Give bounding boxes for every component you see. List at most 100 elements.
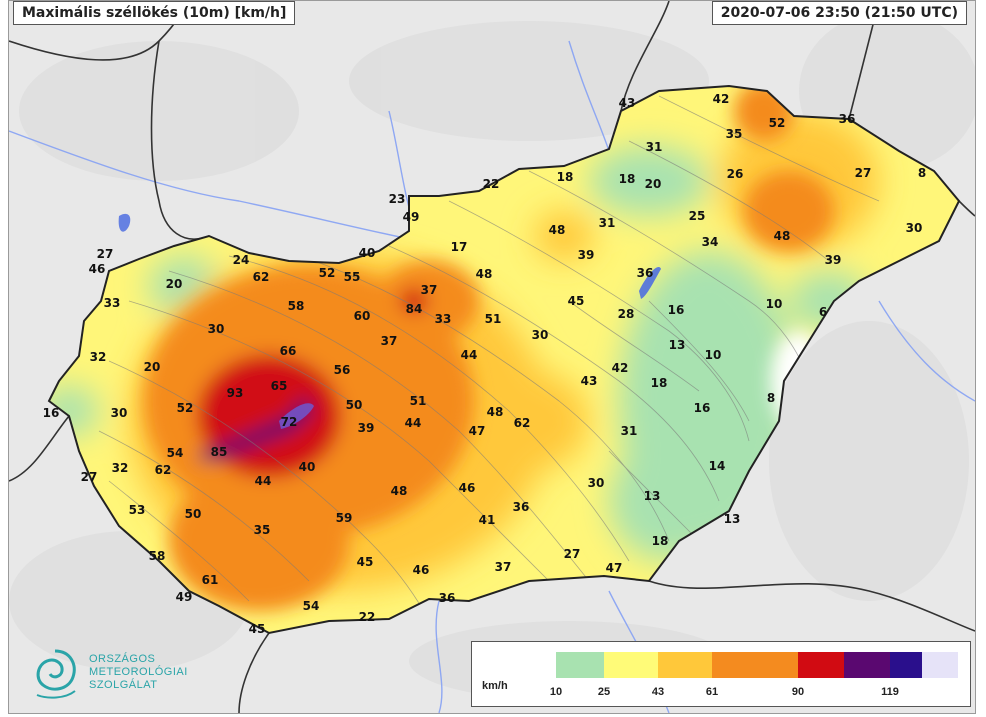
station-value: 46 bbox=[88, 262, 106, 276]
station-value: 84 bbox=[405, 302, 423, 316]
station-value: 8 bbox=[766, 391, 776, 405]
station-value: 47 bbox=[605, 561, 623, 575]
station-value: 13 bbox=[643, 489, 661, 503]
legend-color-segment bbox=[528, 652, 556, 678]
station-value: 18 bbox=[651, 534, 669, 548]
station-value: 56 bbox=[333, 363, 351, 377]
station-value: 54 bbox=[302, 599, 320, 613]
legend-color-segment bbox=[658, 652, 712, 678]
station-value: 48 bbox=[773, 229, 791, 243]
legend-color-segment bbox=[556, 652, 604, 678]
station-value: 66 bbox=[279, 344, 297, 358]
station-value: 24 bbox=[232, 253, 250, 267]
station-value: 72 bbox=[280, 415, 298, 429]
station-value: 30 bbox=[531, 328, 549, 342]
station-value: 18 bbox=[650, 376, 668, 390]
station-value: 42 bbox=[611, 361, 629, 375]
legend-color-segment bbox=[604, 652, 658, 678]
station-value: 53 bbox=[128, 503, 146, 517]
station-value: 16 bbox=[667, 303, 685, 317]
station-value: 42 bbox=[712, 92, 730, 106]
station-value: 93 bbox=[226, 386, 244, 400]
station-value: 44 bbox=[254, 474, 272, 488]
station-value: 37 bbox=[420, 283, 438, 297]
station-value: 35 bbox=[253, 523, 271, 537]
station-value: 13 bbox=[668, 338, 686, 352]
station-value: 26 bbox=[726, 167, 744, 181]
station-value: 27 bbox=[854, 166, 872, 180]
legend-color-segment bbox=[712, 652, 798, 678]
station-value: 85 bbox=[210, 445, 228, 459]
station-value: 33 bbox=[434, 312, 452, 326]
station-value: 54 bbox=[166, 446, 184, 460]
color-legend: km/h 10 25 43 61 90 119 bbox=[471, 641, 971, 707]
legend-color-segment bbox=[798, 652, 844, 678]
station-value: 32 bbox=[89, 350, 107, 364]
station-value: 22 bbox=[482, 177, 500, 191]
spiral-logo-icon bbox=[36, 649, 76, 699]
station-value: 52 bbox=[318, 266, 336, 280]
omsz-logo: ORSZÁGOS METEOROLÓGIAI SZOLGÁLAT bbox=[27, 641, 227, 707]
station-value: 22 bbox=[358, 610, 376, 624]
station-value: 43 bbox=[618, 96, 636, 110]
station-value: 34 bbox=[701, 235, 719, 249]
station-value: 10 bbox=[704, 348, 722, 362]
station-value: 32 bbox=[111, 461, 129, 475]
station-value: 31 bbox=[598, 216, 616, 230]
station-value: 46 bbox=[412, 563, 430, 577]
station-value: 36 bbox=[636, 266, 654, 280]
station-value: 40 bbox=[298, 460, 316, 474]
station-value: 51 bbox=[409, 394, 427, 408]
station-value: 61 bbox=[201, 573, 219, 587]
station-value: 27 bbox=[80, 470, 98, 484]
station-value: 20 bbox=[644, 177, 662, 191]
station-value: 48 bbox=[548, 223, 566, 237]
legend-tick: 119 bbox=[881, 686, 899, 698]
station-value: 45 bbox=[248, 622, 266, 636]
station-value: 31 bbox=[645, 140, 663, 154]
legend-color-segment bbox=[922, 652, 958, 678]
station-value: 18 bbox=[618, 172, 636, 186]
station-value: 45 bbox=[567, 294, 585, 308]
station-value: 51 bbox=[484, 312, 502, 326]
station-value: 65 bbox=[270, 379, 288, 393]
logo-line-3: SZOLGÁLAT bbox=[89, 679, 158, 691]
station-value: 58 bbox=[148, 549, 166, 563]
station-value: 16 bbox=[42, 406, 60, 420]
station-value: 52 bbox=[768, 116, 786, 130]
station-value: 60 bbox=[353, 309, 371, 323]
legend-tick: 25 bbox=[597, 686, 611, 698]
station-value: 59 bbox=[335, 511, 353, 525]
station-value: 46 bbox=[458, 481, 476, 495]
station-value: 39 bbox=[577, 248, 595, 262]
station-value: 36 bbox=[838, 112, 856, 126]
station-value: 37 bbox=[494, 560, 512, 574]
station-value: 13 bbox=[723, 512, 741, 526]
station-value: 8 bbox=[917, 166, 927, 180]
station-value: 35 bbox=[725, 127, 743, 141]
station-value: 49 bbox=[175, 590, 193, 604]
station-value: 50 bbox=[345, 398, 363, 412]
station-value: 18 bbox=[556, 170, 574, 184]
station-value: 48 bbox=[475, 267, 493, 281]
station-value: 48 bbox=[390, 484, 408, 498]
map-timestamp: 2020-07-06 23:50 (21:50 UTC) bbox=[711, 1, 967, 25]
station-value: 58 bbox=[287, 299, 305, 313]
station-value: 20 bbox=[165, 277, 183, 291]
legend-color-bar bbox=[528, 652, 958, 678]
station-value: 62 bbox=[154, 463, 172, 477]
station-value: 6 bbox=[818, 305, 828, 319]
logo-text: ORSZÁGOS METEOROLÓGIAI SZOLGÁLAT bbox=[89, 653, 188, 692]
station-value: 44 bbox=[460, 348, 478, 362]
station-value: 55 bbox=[343, 270, 361, 284]
station-value: 50 bbox=[184, 507, 202, 521]
station-value: 14 bbox=[708, 459, 726, 473]
station-value: 30 bbox=[207, 322, 225, 336]
station-value: 40 bbox=[358, 246, 376, 260]
station-value: 36 bbox=[438, 591, 456, 605]
station-value: 41 bbox=[478, 513, 496, 527]
legend-tick: 43 bbox=[651, 686, 665, 698]
map-frame: Maximális széllökés (10m) [km/h] 2020-07… bbox=[8, 0, 976, 714]
legend-tick: 10 bbox=[549, 686, 563, 698]
station-value: 43 bbox=[580, 374, 598, 388]
